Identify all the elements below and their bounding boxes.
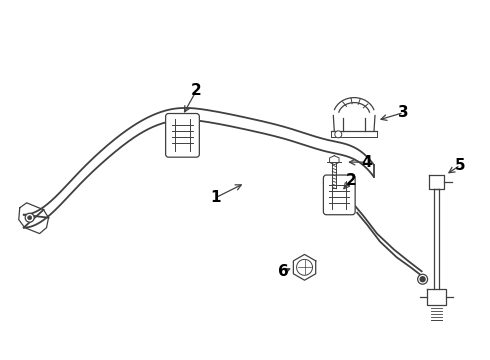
Text: 2: 2 bbox=[191, 83, 202, 98]
Circle shape bbox=[25, 213, 34, 222]
Circle shape bbox=[417, 274, 428, 284]
Polygon shape bbox=[24, 109, 374, 228]
Circle shape bbox=[420, 277, 425, 282]
Polygon shape bbox=[294, 255, 316, 280]
Polygon shape bbox=[330, 156, 339, 165]
Polygon shape bbox=[429, 175, 444, 189]
Polygon shape bbox=[434, 189, 439, 289]
Text: 6: 6 bbox=[278, 264, 289, 279]
Text: 4: 4 bbox=[362, 155, 372, 170]
Circle shape bbox=[28, 216, 32, 220]
FancyBboxPatch shape bbox=[166, 113, 199, 157]
Circle shape bbox=[335, 131, 342, 138]
Polygon shape bbox=[19, 203, 49, 234]
FancyBboxPatch shape bbox=[323, 175, 355, 215]
Text: 2: 2 bbox=[346, 172, 357, 188]
Polygon shape bbox=[354, 205, 424, 277]
Text: 5: 5 bbox=[455, 158, 466, 172]
Text: 1: 1 bbox=[210, 190, 221, 205]
Polygon shape bbox=[334, 98, 375, 113]
Text: 3: 3 bbox=[398, 105, 409, 120]
Polygon shape bbox=[427, 289, 446, 305]
